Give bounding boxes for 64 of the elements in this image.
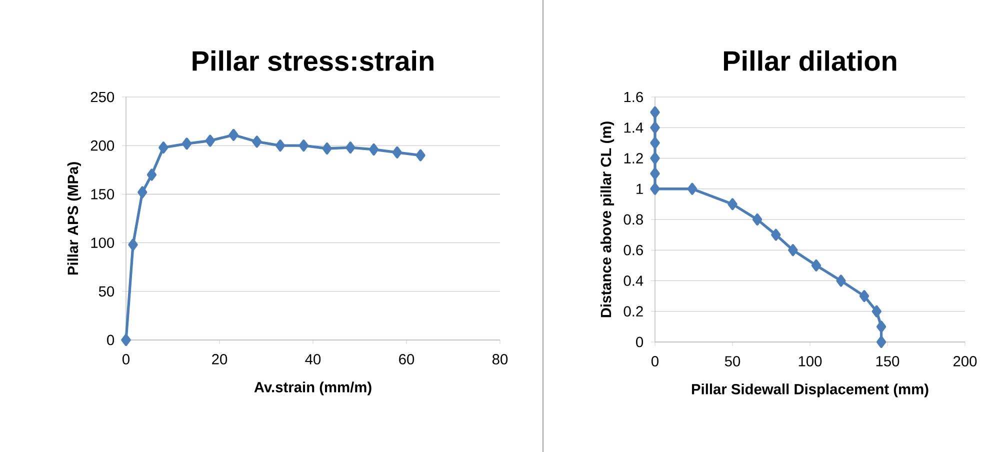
chart-title: Pillar dilation [724,50,896,71]
y-tick-label: 0 [636,336,644,348]
point [121,334,131,346]
point [650,168,660,180]
y-tick-label: 1 [636,184,643,194]
y-tick-label: 0.6 [624,244,643,256]
point [872,305,882,318]
x-axis-title: Pillar Sidewall Displacement (mm) [692,384,928,398]
y-tick-label: 0.2 [624,306,643,317]
point [416,149,426,162]
point [650,182,660,195]
point [687,182,698,195]
y-tick-label: 0.4 [624,276,644,286]
point [859,290,870,302]
y-tick-label: 0 [107,334,114,346]
point [788,244,798,256]
point [368,143,379,156]
x-tick-label: 80 [492,354,508,364]
point [650,122,660,134]
x-tick-label: 60 [399,354,414,364]
point [876,320,886,333]
x-tick-label: 100 [798,356,822,366]
point [252,136,262,148]
point [322,142,332,155]
chart-title: Pillar stress:strain [192,50,434,71]
y-tick-label: 200 [90,140,114,151]
y-axis-title: Pillar APS (MPa) [67,162,81,275]
x-tick-label: 0 [651,356,658,366]
x-axis-title: Av.strain (mm/m) [254,382,372,396]
point [650,106,660,118]
point [836,274,846,287]
x-tick-label: 200 [953,356,977,366]
point [752,213,762,226]
y-tick-label: 250 [90,92,114,102]
y-axis-title: Distance above pillar CL (m) [600,122,614,318]
point [346,142,356,154]
x-tick-label: 20 [212,354,228,364]
x-tick-label: 40 [305,354,321,364]
y-tick-label: 1.4 [624,122,644,133]
y-tick-label: 0.8 [624,214,643,225]
y-tick-label: 1.2 [624,153,643,164]
y-tick-label: 50 [98,286,114,297]
point [811,259,822,272]
point [182,138,192,150]
point [146,168,157,181]
x-tick-label: 150 [876,356,900,366]
point [138,186,148,198]
point [728,198,738,210]
point [876,336,886,348]
y-tick-label: 100 [91,238,114,248]
y-tick-label: 1.6 [624,92,643,102]
x-tick-label: 50 [724,356,740,366]
point [650,136,660,149]
point [771,228,781,241]
x-tick-label: 0 [122,354,130,364]
point [158,142,168,154]
y-tick-label: 150 [91,189,114,200]
point [298,140,308,152]
point [392,146,402,158]
point [275,140,286,152]
point [205,134,215,147]
point [128,238,138,251]
point [228,128,238,141]
point [650,152,660,164]
